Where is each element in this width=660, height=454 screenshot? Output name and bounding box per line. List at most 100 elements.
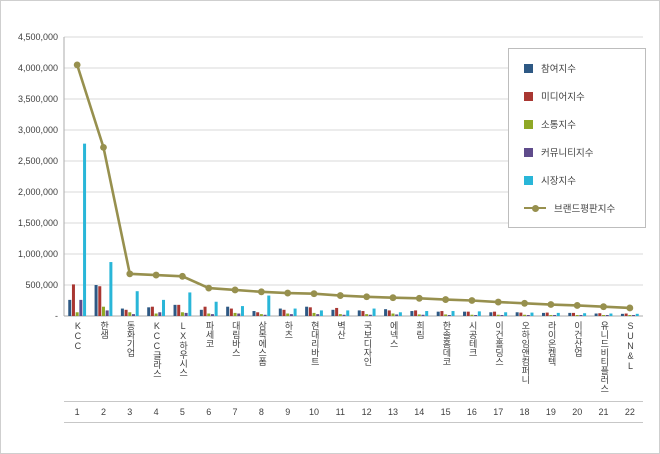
bar-커뮤니티지수: [79, 299, 83, 316]
bar-미디어지수: [203, 306, 207, 316]
bar-미디어지수: [282, 309, 286, 316]
bar-시장지수: [372, 308, 376, 316]
rank-label: 9: [285, 407, 290, 417]
rank-label: 13: [388, 407, 398, 417]
bar-참여지수: [594, 313, 598, 316]
bar-시장지수: [451, 311, 455, 316]
bar-시장지수: [267, 295, 271, 316]
bar-커뮤니티지수: [184, 312, 188, 316]
bar-커뮤니티지수: [526, 315, 530, 316]
bar-참여지수: [489, 312, 493, 316]
line-marker: [468, 297, 476, 304]
legend-dot-icon: [531, 204, 539, 212]
bar-커뮤니티지수: [447, 315, 451, 316]
y-tick-label: 2,500,000: [18, 156, 58, 166]
bar-시장지수: [556, 312, 560, 316]
bar-미디어지수: [98, 286, 102, 316]
bar-커뮤니티지수: [158, 312, 162, 316]
bar-소통지수: [180, 312, 184, 316]
bar-참여지수: [515, 312, 519, 316]
bar-참여지수: [120, 308, 124, 316]
bar-시장지수: [583, 313, 587, 316]
y-tick-label: 500,000: [25, 280, 58, 290]
legend-label: 커뮤니티지수: [541, 148, 594, 159]
bar-시장지수: [162, 299, 166, 316]
rank-label: 1: [75, 407, 80, 417]
bar-소통지수: [470, 314, 474, 316]
rank-label: 17: [493, 407, 503, 417]
bar-커뮤니티지수: [342, 314, 346, 316]
bar-소통지수: [575, 315, 579, 316]
bar-미디어지수: [71, 284, 75, 316]
rank-label: 6: [206, 407, 211, 417]
line-marker: [521, 299, 528, 307]
rank-label: 10: [309, 407, 319, 417]
bar-시장지수: [398, 312, 402, 316]
bar-소통지수: [312, 312, 316, 316]
bar-시장지수: [240, 306, 244, 316]
bar-참여지수: [305, 306, 309, 316]
bar-시장지수: [635, 313, 639, 316]
y-tick-label: 4,500,000: [18, 32, 58, 42]
bar-참여지수: [436, 311, 440, 316]
bar-미디어지수: [414, 310, 418, 316]
bar-커뮤니티지수: [605, 315, 609, 316]
bar-커뮤니티지수: [263, 314, 267, 316]
bar-시장지수: [214, 301, 218, 316]
bar-미디어지수: [466, 311, 470, 316]
rank-label: 8: [259, 407, 264, 417]
bar-미디어지수: [387, 310, 391, 316]
line-marker: [310, 290, 318, 298]
legend-item: 시장지수: [509, 166, 645, 194]
legend-item: 소통지수: [509, 110, 645, 138]
bar-소통지수: [154, 313, 158, 316]
rank-label: 4: [154, 407, 159, 417]
line-브랜드평판지수: [75, 64, 630, 310]
bar-커뮤니티지수: [474, 315, 478, 316]
bar-커뮤니티지수: [105, 310, 109, 316]
legend-label: 브랜드평판지수: [554, 204, 616, 215]
bar-소통지수: [286, 313, 290, 316]
line-marker: [284, 289, 292, 297]
bar-커뮤니티지수: [131, 314, 135, 316]
line-marker: [336, 292, 344, 299]
bar-소통지수: [628, 315, 632, 316]
bar-미디어지수: [229, 308, 233, 316]
rank-label: 20: [572, 407, 582, 417]
bar-시장지수: [425, 311, 429, 316]
y-tick-label: 2,000,000: [18, 187, 58, 197]
bar-미디어지수: [150, 306, 154, 316]
bar-미디어지수: [177, 304, 181, 316]
bar-참여지수: [278, 308, 282, 316]
bar-참여지수: [147, 307, 151, 316]
bar-미디어지수: [361, 311, 365, 316]
bar-시장지수: [477, 311, 481, 316]
bar-시장지수: [504, 312, 508, 316]
legend-swatch-icon: [524, 63, 533, 73]
bar-참여지수: [252, 311, 256, 316]
bar-시장지수: [293, 308, 297, 316]
y-tick-label: 1,000,000: [18, 249, 58, 259]
rank-label: 2: [101, 407, 106, 417]
y-tick-label: -: [55, 311, 58, 321]
bar-미디어지수: [124, 309, 128, 316]
bar-시장지수: [109, 262, 113, 316]
bar-미디어지수: [624, 313, 628, 316]
bar-시장지수: [319, 310, 323, 316]
bar-시장지수: [83, 143, 87, 316]
legend-swatch-icon: [524, 147, 533, 157]
line-marker: [152, 271, 160, 279]
legend-item: 커뮤니티지수: [509, 138, 645, 166]
line-marker: [126, 270, 134, 278]
bar-커뮤니티지수: [395, 314, 399, 316]
legend-item: 브랜드평판지수: [509, 194, 645, 222]
legend-item: 참여지수: [509, 54, 645, 82]
line-marker: [257, 288, 265, 296]
bar-커뮤니티지수: [316, 314, 320, 316]
line-marker: [626, 304, 634, 312]
legend-label: 시장지수: [541, 176, 576, 187]
bar-참여지수: [541, 312, 545, 316]
bar-참여지수: [357, 310, 361, 316]
bar-커뮤니티지수: [421, 314, 425, 316]
